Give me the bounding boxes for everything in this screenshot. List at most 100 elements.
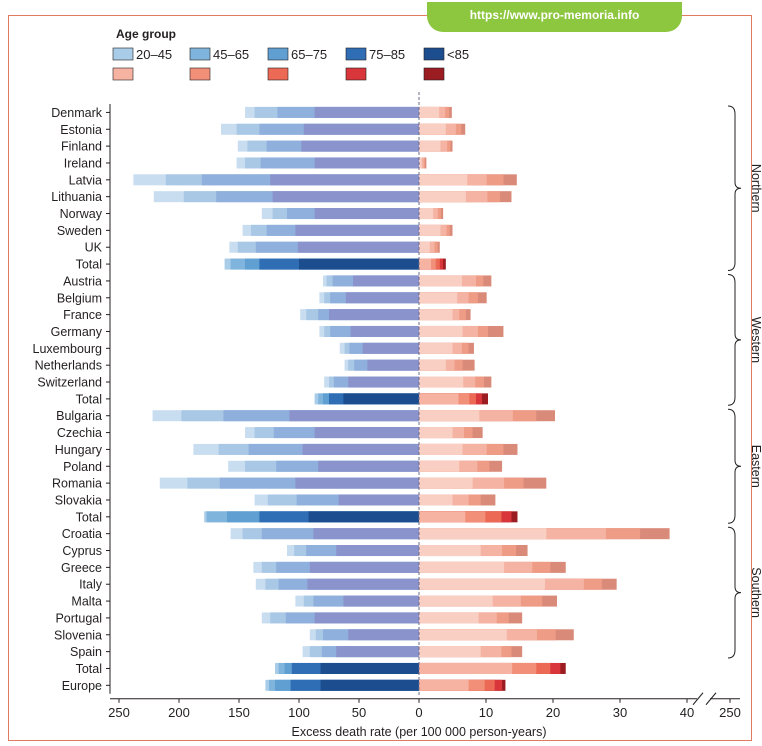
country-label: UK [85, 241, 103, 255]
country-label: Finland [61, 140, 102, 154]
country-label: Europe [62, 679, 102, 693]
bar-female-segment [419, 258, 432, 270]
bar-female-segment [419, 511, 466, 523]
region-brace [727, 105, 742, 271]
bar-male-segment [367, 359, 419, 371]
country-label: Ireland [64, 156, 102, 170]
source-banner[interactable]: https://www.pro-memoria.info [427, 2, 682, 32]
bar-female-segment [419, 376, 464, 388]
country-label: Poland [63, 460, 102, 474]
bar-male-segment [295, 477, 419, 489]
country-label: Romania [52, 477, 102, 491]
bar-male-segment [307, 578, 419, 590]
region-label: Eastern [749, 445, 762, 488]
region-brace [727, 274, 742, 406]
x-tick-label: 30 [613, 705, 627, 720]
legend-swatch-male [189, 47, 211, 61]
legend-label: 45–65 [213, 47, 249, 62]
country-label: Lithuania [51, 190, 102, 204]
bar-female-segment [419, 325, 463, 337]
country-label: Slovakia [55, 493, 102, 507]
bar-male-segment [303, 123, 419, 135]
region-label: Northern [749, 164, 762, 213]
legend-title: Age group [116, 27, 176, 41]
legend-swatch-female [267, 67, 289, 81]
bar-male-segment [308, 511, 419, 523]
bar-female-segment [419, 241, 430, 253]
bar-female-segment [419, 427, 453, 439]
bar-female-segment [419, 460, 460, 472]
region-brace [727, 408, 742, 524]
country-label: Total [76, 258, 102, 272]
x-tick-label: 40 [680, 705, 694, 720]
country-label: Croatia [62, 527, 102, 541]
bar-male-segment [302, 443, 419, 455]
country-label: Italy [79, 578, 103, 592]
country-label: Luxembourg [33, 342, 103, 356]
bar-male-segment [314, 208, 419, 220]
country-label: Bulgaria [56, 409, 102, 423]
bar-female-segment [419, 359, 446, 371]
legend-swatch-male [267, 47, 289, 61]
x-tick-label: 200 [168, 705, 190, 720]
bar-female-segment [419, 561, 505, 573]
legend-swatch-female [423, 67, 445, 81]
bar-female-segment [419, 106, 440, 118]
legend-label: 20–45 [136, 47, 172, 62]
x-tick-label: 10 [479, 705, 493, 720]
bar-male-segment [353, 275, 419, 287]
country-label: Greece [61, 561, 102, 575]
bar-male-segment [314, 106, 419, 118]
bar-female-segment [419, 629, 507, 641]
bar-male-segment [314, 157, 419, 169]
axis-break-mark [705, 692, 717, 706]
bar-male-segment [301, 140, 419, 152]
bar-female-segment [419, 646, 481, 658]
bar-male-segment [348, 376, 419, 388]
bar-female-segment [419, 140, 441, 152]
bar-female-segment [419, 123, 446, 135]
country-label: Switzerland [37, 376, 102, 390]
region-label: Southern [749, 567, 762, 618]
bar-female-segment [419, 174, 468, 186]
country-label: Total [76, 510, 102, 524]
bar-male-segment [297, 241, 419, 253]
bar-female-segment [419, 224, 441, 236]
bar-female-segment [419, 595, 493, 607]
bar-male-segment [295, 224, 419, 236]
x-tick-label: 250 [108, 705, 130, 720]
x-tick-label: 50 [352, 705, 366, 720]
country-label: Malta [71, 595, 102, 609]
country-label: Czechia [57, 426, 102, 440]
country-label: Sweden [57, 224, 102, 238]
bar-male-segment [343, 595, 419, 607]
country-label: Austria [63, 274, 102, 288]
legend-swatch-female [345, 67, 367, 81]
country-label: Spain [70, 645, 102, 659]
bar-female-segment [419, 410, 480, 422]
country-label: Latvia [69, 173, 102, 187]
source-banner-url: https://www.pro-memoria.info [469, 8, 640, 22]
bar-female-segment [419, 157, 422, 169]
bar-female-segment [419, 545, 481, 557]
bar-female-segment [419, 292, 458, 304]
x-tick-label: 100 [288, 705, 310, 720]
bar-female-segment [419, 477, 473, 489]
bar-female-segment [419, 494, 453, 506]
bar-male-segment [289, 410, 419, 422]
bar-male-segment [314, 427, 419, 439]
bar-male-segment [320, 679, 419, 691]
bar-female-segment [419, 578, 545, 590]
bar-female-segment [419, 275, 462, 287]
legend-label: 75–85 [369, 47, 405, 62]
bar-male-segment [350, 325, 419, 337]
legend-swatch-male [112, 47, 134, 61]
legend-swatch-male [423, 47, 445, 61]
bar-male-segment [309, 561, 419, 573]
bar-female-segment [419, 612, 479, 624]
bar-male-segment [272, 191, 419, 203]
legend-label: <85 [447, 47, 469, 62]
country-label: Netherlands [35, 359, 102, 373]
region-label: Western [749, 317, 762, 363]
